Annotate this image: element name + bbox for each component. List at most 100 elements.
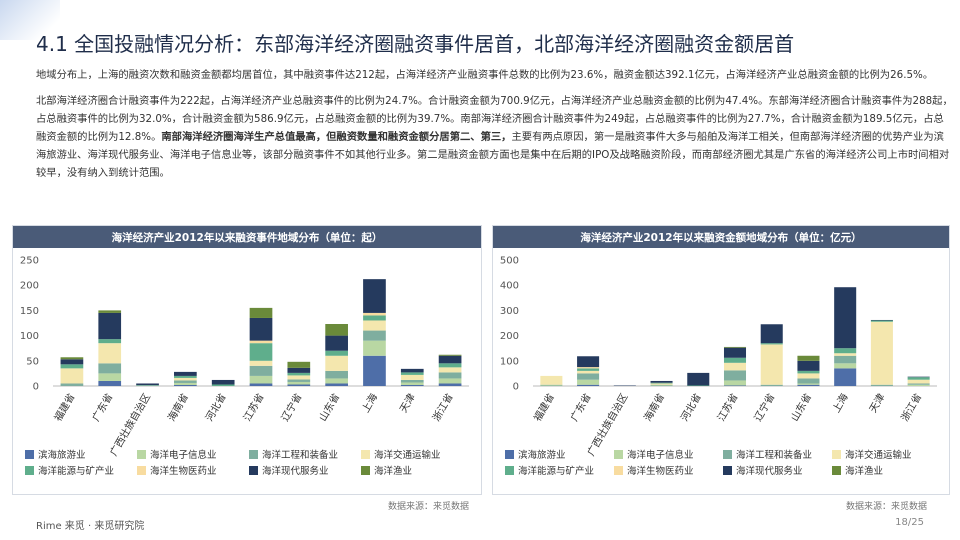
bar-segment [687, 372, 710, 386]
text-run: 主要有两点原因，第一是融资事件大多与船舶及海洋工相关，但南部海洋经济圈的优势产业… [36, 131, 950, 179]
legend-swatch [505, 450, 514, 459]
bar-segment [870, 384, 893, 386]
bar-segment [400, 374, 424, 380]
bar-segment [834, 368, 857, 386]
x-tick-label: 浙江省 [429, 391, 455, 423]
bar-segment [211, 384, 235, 386]
bar-segment [249, 365, 273, 376]
legend-swatch [25, 466, 34, 475]
legend-swatch [25, 450, 34, 459]
bar-segment [136, 384, 159, 386]
legend-label: 滨海旅游业 [38, 449, 86, 461]
text-run: 地域分布上，上海的融资次数和融资金额都均居首位，其中融资事件达212起，占海洋经… [36, 69, 934, 81]
x-tick-label: 山东省 [316, 391, 342, 423]
bar-segment [249, 317, 273, 341]
bar-segment [577, 368, 600, 371]
bar-segment [249, 343, 273, 361]
bar-segment [870, 319, 893, 321]
x-tick-label: 海南省 [641, 391, 667, 423]
chart-panel: 海洋经济产业2012年以来融资金额地域分布（单位：亿元） 0 100 200 300 40… [492, 225, 950, 495]
bar-segment [907, 376, 930, 378]
bar-segment [438, 372, 462, 379]
bar-segment [613, 385, 636, 386]
bar-segment [650, 384, 673, 386]
slide-title: 4.1 全国投融情况分析：东部海洋经济圈融资事件居首，北部海洋经济圈融资金额居首 [36, 32, 795, 56]
x-tick-label: 江苏省 [714, 391, 740, 423]
legend-swatch [832, 466, 841, 475]
bar-segment [834, 355, 857, 364]
legend-label: 海洋工程和装备业 [736, 449, 812, 461]
x-tick-label: 山东省 [788, 391, 814, 423]
bar-segment [325, 324, 348, 336]
bar-segment [287, 361, 311, 368]
bar-segment [577, 367, 600, 369]
bar-segment [438, 355, 462, 364]
text-run: 南部海洋经济圈海洋生产总值最高，但融资数量和融资金额分居第二、第三， [161, 131, 512, 143]
bar-segment [400, 382, 424, 385]
legend-swatch [505, 466, 514, 475]
bar-segment [797, 373, 820, 379]
bar-segment [540, 385, 563, 386]
bar-segment [834, 363, 857, 369]
bar-segment [363, 279, 386, 313]
bar-segment [98, 343, 122, 364]
bar-segment [723, 346, 747, 348]
source: 数据来源：来觅数据 [846, 502, 928, 512]
bar-segment [287, 367, 311, 373]
bar-segment [577, 356, 600, 368]
chart-title: 海洋经济产业2012年以来融资事件地域分布（单位：起） [112, 231, 383, 244]
bar-segment [174, 371, 197, 376]
x-tick-label: 广西壮族自治区 [107, 391, 153, 458]
bar-segment [136, 383, 159, 385]
chart-header [493, 226, 949, 248]
bar-segment [723, 380, 747, 386]
bar-segment [797, 383, 820, 385]
x-tick-label: 福建省 [51, 391, 77, 423]
paragraph: 地域分布上，上海的融资次数和融资金额都均居首位，其中融资事件达212起，占海洋经… [36, 66, 954, 84]
legend-label: 海洋工程和装备业 [262, 449, 338, 461]
bar-segment [438, 367, 462, 373]
legend-label: 海洋生物医药业 [627, 465, 694, 477]
y-tick-label: 250 [20, 256, 39, 267]
x-tick-label: 上海 [359, 391, 380, 415]
bar-segment [834, 353, 857, 356]
x-tick-label: 上海 [830, 391, 851, 415]
y-tick-label: 0 [33, 382, 39, 393]
legend-swatch [614, 450, 623, 459]
bar-segment [98, 373, 122, 381]
bar-segment [870, 321, 893, 385]
bar-segment [363, 315, 386, 321]
x-tick-label: 广东省 [89, 391, 115, 423]
bar-segment [400, 379, 424, 383]
x-tick-label: 天津 [397, 392, 417, 415]
bar-segment [797, 360, 820, 371]
bar-segment [797, 370, 820, 374]
bar-segment [363, 340, 386, 356]
bar-segment [249, 383, 273, 386]
legend-swatch [249, 466, 258, 475]
bar-segment [98, 380, 122, 386]
legend-swatch [361, 450, 370, 459]
bar-segment [174, 375, 197, 378]
bar-segment [577, 370, 600, 374]
bar-segment [723, 347, 747, 358]
bar-segment [907, 379, 930, 384]
bar-segment [650, 382, 673, 384]
bar-segment [363, 330, 386, 341]
bar-segment [98, 310, 122, 313]
legend-swatch [723, 466, 732, 475]
legend-swatch [361, 466, 370, 475]
source: 数据来源：来觅数据 [388, 502, 470, 512]
x-tick-label: 辽宁省 [278, 391, 304, 423]
bar-segment [60, 357, 84, 360]
legend-label: 海洋电子信息业 [627, 449, 694, 461]
bar-segment [325, 350, 348, 356]
bar-segment [577, 379, 600, 385]
legend-swatch [137, 450, 146, 459]
bar-segment [723, 385, 747, 386]
bar-segment [211, 379, 235, 385]
bar-segment [577, 373, 600, 380]
bar-segment [325, 335, 348, 351]
bar-segment [98, 363, 122, 374]
y-tick-label: 500 [500, 256, 519, 267]
